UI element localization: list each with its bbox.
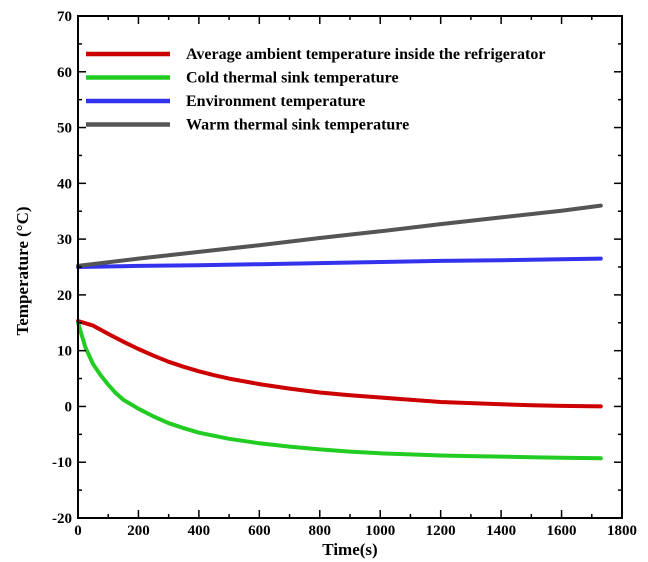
x-tick-label: 400: [188, 523, 211, 539]
x-tick-label: 0: [74, 523, 82, 539]
series-line-1: [76, 319, 603, 409]
y-tick-label: 0: [65, 399, 73, 415]
x-axis-title: Time(s): [322, 540, 377, 559]
legend-label-1: Average ambient temperature inside the r…: [186, 46, 545, 63]
x-tick-label: 1400: [486, 523, 516, 539]
series-layer: [76, 203, 603, 461]
x-tick-label: 1000: [365, 523, 395, 539]
x-tick-label: 800: [309, 523, 332, 539]
y-tick-label: 60: [57, 65, 72, 81]
x-tick-label: 1800: [607, 523, 637, 539]
legend-label-2: Cold thermal sink temperature: [186, 70, 399, 87]
legend-label-4: Warm thermal sink temperature: [186, 117, 409, 134]
y-tick-label: 40: [57, 176, 72, 192]
x-tick-label: 1600: [547, 523, 577, 539]
y-tick-label: 30: [57, 232, 72, 248]
y-axis-title: Temperature (°C): [13, 206, 32, 335]
y-tick-label: 10: [57, 344, 72, 360]
y-tick-label: 20: [57, 288, 72, 304]
x-tick-label: 600: [248, 523, 271, 539]
series-line-3: [76, 256, 603, 269]
x-tick-label: 1200: [426, 523, 456, 539]
legend: Average ambient temperature inside the r…: [86, 46, 545, 134]
series-line-2: [76, 320, 603, 461]
ticks-layer: 0 200 400 600 800 1000 1200 1400 1600 1800 -20 -10 0…: [52, 9, 637, 539]
series-line-4: [76, 203, 603, 268]
y-tick-label: 70: [57, 9, 72, 25]
y-tick-label: -20: [52, 511, 72, 527]
legend-label-3: Environment temperature: [186, 93, 365, 110]
y-tick-label: 50: [57, 121, 72, 137]
x-tick-label: 200: [127, 523, 150, 539]
y-tick-label: -10: [52, 455, 72, 471]
